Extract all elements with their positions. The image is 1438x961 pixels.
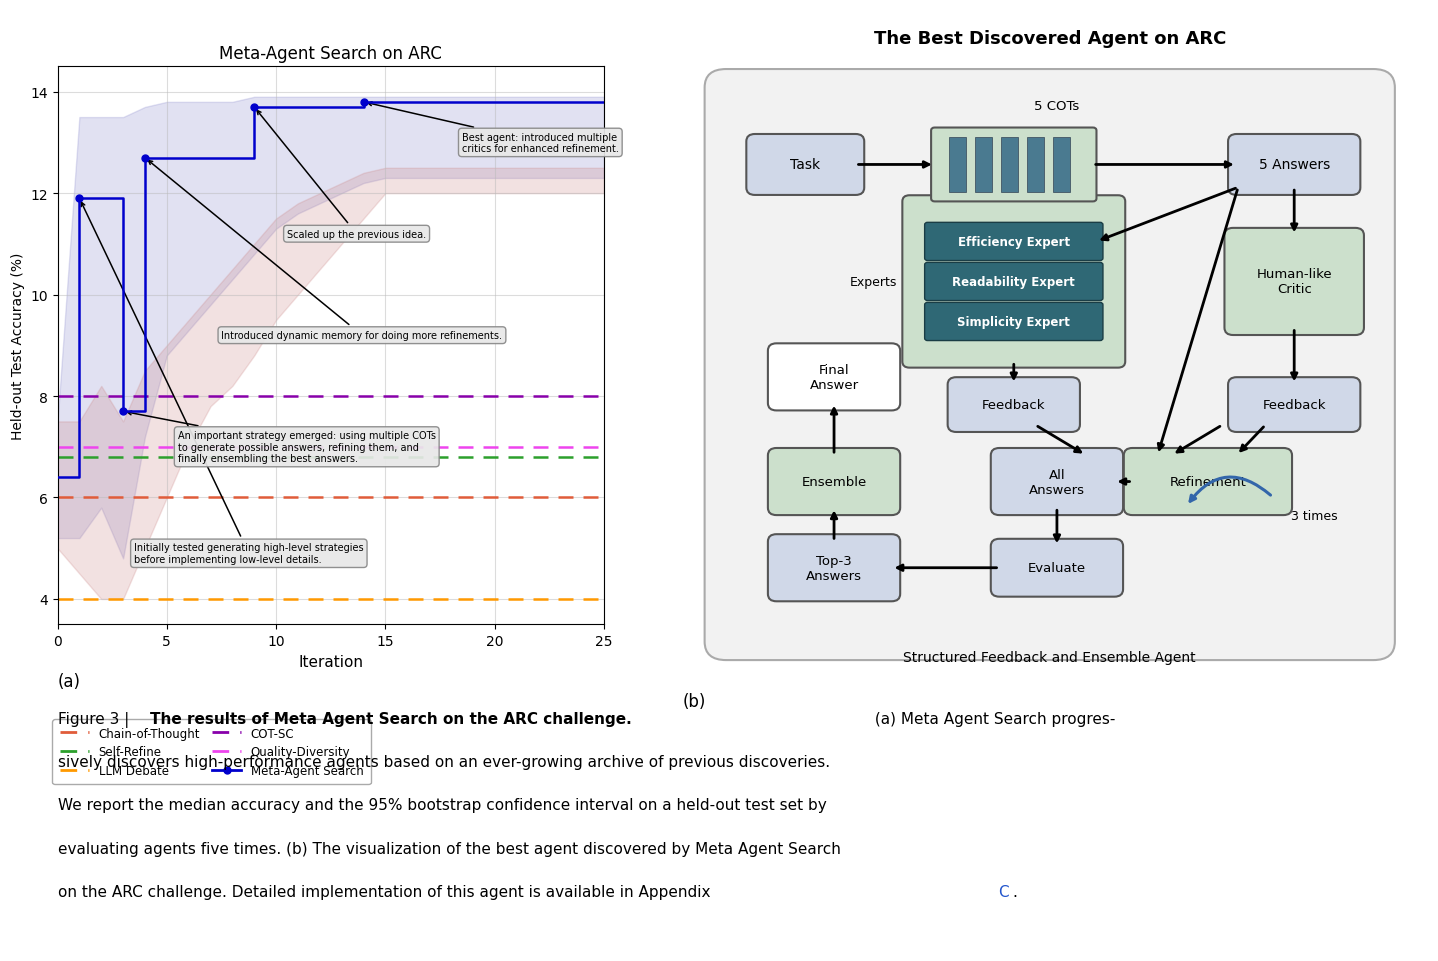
Text: Task: Task xyxy=(791,159,820,172)
Text: Readability Expert: Readability Expert xyxy=(952,276,1076,288)
Y-axis label: Held-out Test Accuracy (%): Held-out Test Accuracy (%) xyxy=(10,253,24,439)
Text: Feedback: Feedback xyxy=(1263,399,1326,411)
Text: 5 COTs: 5 COTs xyxy=(1034,100,1080,113)
FancyBboxPatch shape xyxy=(1225,229,1365,335)
FancyBboxPatch shape xyxy=(925,263,1103,301)
Text: An important strategy emerged: using multiple COTs
to generate possible answers,: An important strategy emerged: using mul… xyxy=(128,411,436,464)
Text: sively discovers high-performance agents based on an ever-growing archive of pre: sively discovers high-performance agents… xyxy=(58,754,830,770)
Bar xyxy=(949,137,966,193)
Text: (b): (b) xyxy=(683,692,706,710)
Text: Top-3
Answers: Top-3 Answers xyxy=(807,554,861,582)
Text: Evaluate: Evaluate xyxy=(1028,561,1086,575)
FancyBboxPatch shape xyxy=(991,539,1123,597)
FancyBboxPatch shape xyxy=(991,449,1123,515)
Text: .: . xyxy=(1012,884,1017,899)
Text: Feedback: Feedback xyxy=(982,399,1045,411)
Text: 5 Answers: 5 Answers xyxy=(1258,159,1330,172)
FancyBboxPatch shape xyxy=(1228,135,1360,196)
Text: evaluating agents five times. (b) The visualization of the best agent discovered: evaluating agents five times. (b) The vi… xyxy=(58,841,840,856)
Text: Human-like
Critic: Human-like Critic xyxy=(1257,268,1332,296)
Text: Ensemble: Ensemble xyxy=(801,476,867,488)
Text: Introduced dynamic memory for doing more refinements.: Introduced dynamic memory for doing more… xyxy=(148,161,502,341)
Text: The results of Meta Agent Search on the ARC challenge.: The results of Meta Agent Search on the … xyxy=(150,711,631,727)
FancyBboxPatch shape xyxy=(903,196,1126,368)
FancyBboxPatch shape xyxy=(768,344,900,411)
FancyBboxPatch shape xyxy=(1228,378,1360,432)
Text: Experts: Experts xyxy=(850,276,897,288)
Text: All
Answers: All Answers xyxy=(1030,468,1084,496)
Bar xyxy=(1053,137,1070,193)
Text: Efficiency Expert: Efficiency Expert xyxy=(958,235,1070,249)
Text: C: C xyxy=(998,884,1008,899)
Bar xyxy=(1027,137,1044,193)
Bar xyxy=(1001,137,1018,193)
FancyBboxPatch shape xyxy=(925,223,1103,261)
Text: We report the median accuracy and the 95% bootstrap confidence interval on a hel: We report the median accuracy and the 95… xyxy=(58,798,827,813)
FancyBboxPatch shape xyxy=(746,135,864,196)
Text: Final
Answer: Final Answer xyxy=(810,363,858,391)
Text: on the ARC challenge. Detailed implementation of this agent is available in Appe: on the ARC challenge. Detailed implement… xyxy=(58,884,715,899)
FancyBboxPatch shape xyxy=(705,70,1395,660)
Text: Refinement: Refinement xyxy=(1169,476,1247,488)
Text: Best agent: introduced multiple
critics for enhanced refinement.: Best agent: introduced multiple critics … xyxy=(368,103,618,154)
FancyBboxPatch shape xyxy=(948,378,1080,432)
FancyBboxPatch shape xyxy=(932,129,1097,202)
Legend: Chain-of-Thought, Self-Refine, LLM Debate, COT-SC, Quality-Diversity, Meta-Agent: Chain-of-Thought, Self-Refine, LLM Debat… xyxy=(53,720,371,784)
FancyBboxPatch shape xyxy=(768,534,900,602)
X-axis label: Iteration: Iteration xyxy=(298,653,364,669)
Text: 3 times: 3 times xyxy=(1291,509,1337,523)
Text: Initially tested generating high-level strategies
before implementing low-level : Initially tested generating high-level s… xyxy=(81,203,364,564)
Text: (a) Meta Agent Search progres-: (a) Meta Agent Search progres- xyxy=(870,711,1116,727)
Text: Structured Feedback and Ensemble Agent: Structured Feedback and Ensemble Agent xyxy=(903,651,1196,664)
Text: Simplicity Expert: Simplicity Expert xyxy=(958,315,1070,329)
Text: (a): (a) xyxy=(58,673,81,691)
FancyBboxPatch shape xyxy=(768,449,900,515)
Text: Scaled up the previous idea.: Scaled up the previous idea. xyxy=(257,111,426,239)
Title: Meta-Agent Search on ARC: Meta-Agent Search on ARC xyxy=(220,45,441,62)
Text: Figure 3 |: Figure 3 | xyxy=(58,711,134,727)
Title: The Best Discovered Agent on ARC: The Best Discovered Agent on ARC xyxy=(873,30,1227,48)
FancyBboxPatch shape xyxy=(925,303,1103,341)
Bar xyxy=(975,137,992,193)
FancyBboxPatch shape xyxy=(1125,449,1293,515)
